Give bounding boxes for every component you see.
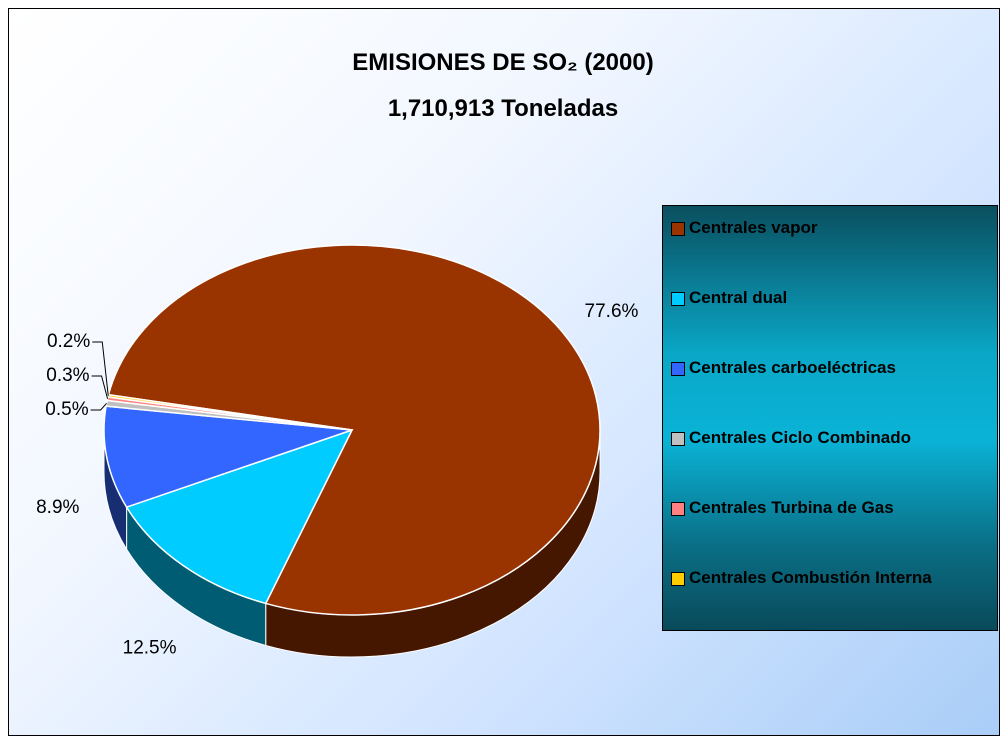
legend-entry: Centrales Turbina de Gas	[671, 498, 991, 568]
leader-line	[92, 341, 109, 396]
data-label: 12.5%	[123, 637, 177, 658]
legend-label: Centrales Ciclo Combinado	[689, 428, 911, 447]
legend-label: Centrales Turbina de Gas	[689, 498, 894, 517]
leader-line	[91, 375, 109, 399]
legend-swatch	[671, 502, 685, 516]
data-label: 0.2%	[47, 331, 90, 352]
legend-swatch	[671, 362, 685, 376]
data-label: 0.5%	[45, 399, 88, 420]
legend: Centrales vapor Central dual Centrales car…	[662, 205, 998, 631]
legend-entry: Central dual	[671, 288, 991, 358]
legend-entry: Centrales vapor	[671, 218, 991, 288]
legend-entry: Centrales Ciclo Combinado	[671, 428, 991, 498]
legend-swatch	[671, 572, 685, 586]
legend-entry: Centrales carboeléctricas	[671, 358, 991, 428]
legend-label: Central dual	[689, 288, 788, 307]
data-label: 0.3%	[46, 365, 89, 386]
slice	[103, 405, 353, 509]
title-block: EMISIONES DE SO₂ (2000) 1,710,913 Tonela…	[8, 40, 998, 132]
data-label: 8.9%	[36, 497, 79, 518]
data-label: 77.6%	[585, 301, 639, 322]
leader-line	[90, 402, 107, 411]
legend-label: Centrales vapor	[689, 218, 818, 237]
legend-swatch	[671, 432, 685, 446]
legend-swatch	[671, 292, 685, 306]
slice	[125, 428, 354, 605]
chart-title: EMISIONES DE SO₂ (2000)	[352, 49, 654, 76]
slice	[107, 244, 601, 616]
chart-subtitle: 1,710,913 Toneladas	[387, 95, 619, 122]
legend-entry: Centrales Combustión Interna	[671, 568, 991, 638]
legend-label: Centrales Combustión Interna	[689, 568, 932, 587]
legend-label: Centrales carboeléctricas	[689, 358, 896, 377]
legend-swatch	[671, 222, 685, 236]
